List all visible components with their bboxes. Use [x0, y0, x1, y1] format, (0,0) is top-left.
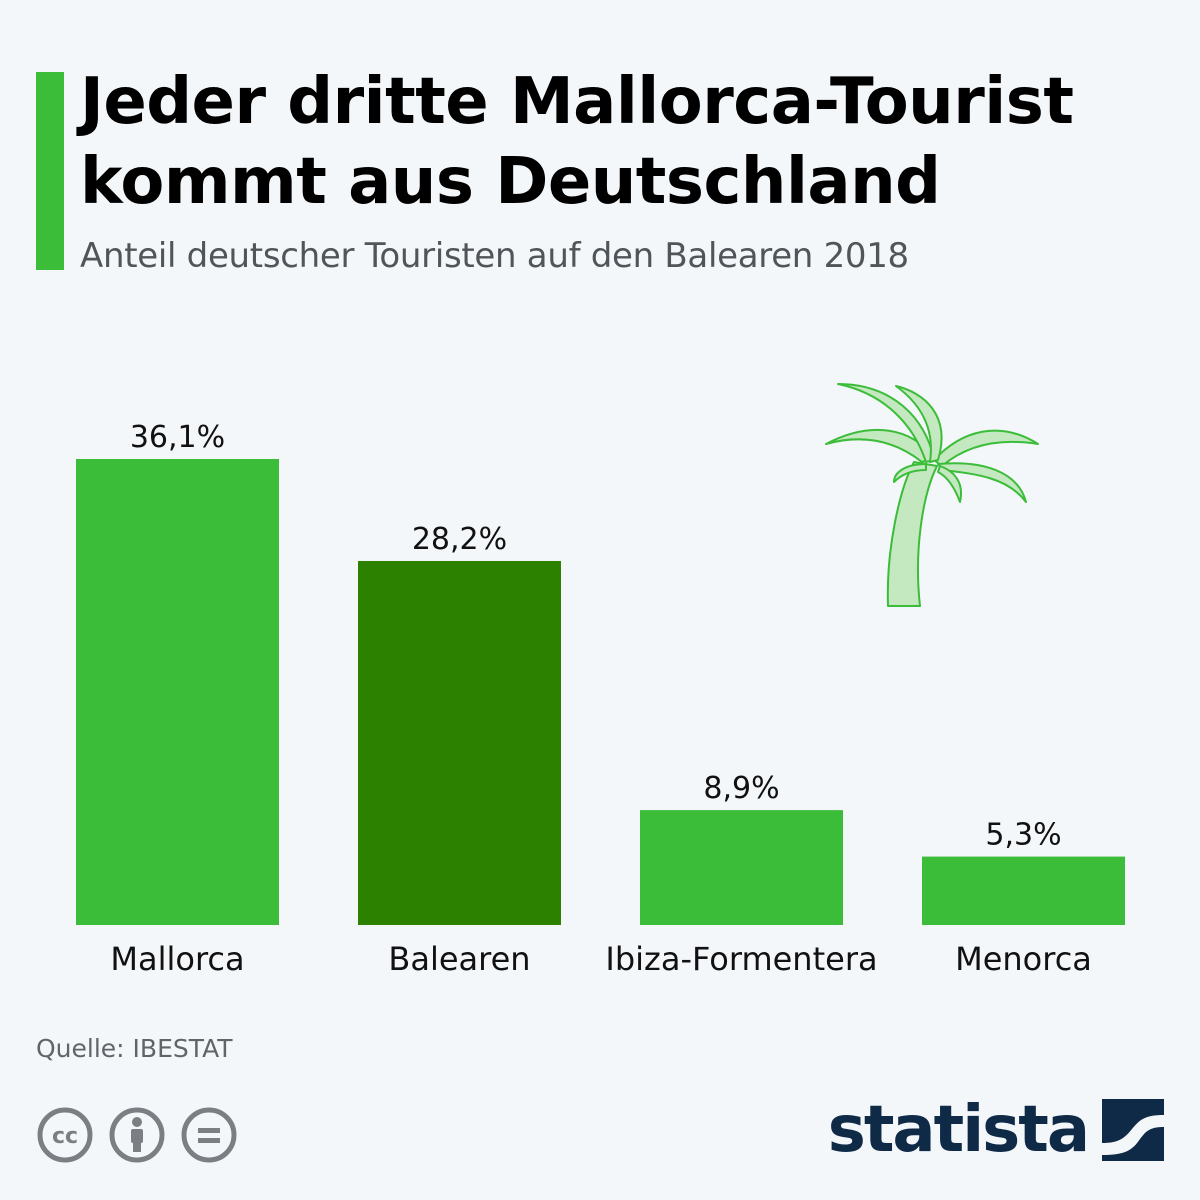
attribution-icon[interactable] — [108, 1106, 166, 1164]
logo-text: statista — [827, 1093, 1090, 1167]
svg-text:cc: cc — [52, 1124, 78, 1149]
category-label: Menorca — [955, 940, 1092, 978]
statista-mark-icon — [1102, 1099, 1164, 1161]
data-label: 28,2% — [412, 522, 507, 557]
cc-icon[interactable]: cc — [36, 1106, 94, 1164]
source-note: Quelle: IBESTAT — [36, 1034, 233, 1063]
license-icons: cc — [36, 1106, 238, 1164]
chart-title: Jeder dritte Mallorca-Tourist kommt aus … — [80, 65, 1074, 219]
data-label: 5,3% — [985, 818, 1061, 853]
no-derivatives-icon[interactable] — [180, 1106, 238, 1164]
bar-ibiza-formentera — [640, 810, 843, 925]
chart-subtitle: Anteil deutscher Touristen auf den Balea… — [80, 236, 909, 276]
bar-balearen — [358, 560, 561, 925]
category-label: Balearen — [388, 940, 530, 978]
statista-logo[interactable]: statista — [828, 1098, 1164, 1162]
title-accent-bar — [36, 72, 64, 270]
bar-chart: 36,1% Mallorca 28,2% Balearen 8,9% Ibiza-Form… — [76, 420, 1125, 978]
bar-menorca — [922, 856, 1125, 925]
data-label: 8,9% — [703, 771, 779, 806]
data-label: 36,1% — [130, 420, 225, 455]
palm-tree-icon — [825, 383, 1039, 607]
bar-mallorca — [76, 459, 279, 925]
category-label: Ibiza-Formentera — [605, 940, 877, 978]
category-label: Mallorca — [110, 940, 244, 978]
